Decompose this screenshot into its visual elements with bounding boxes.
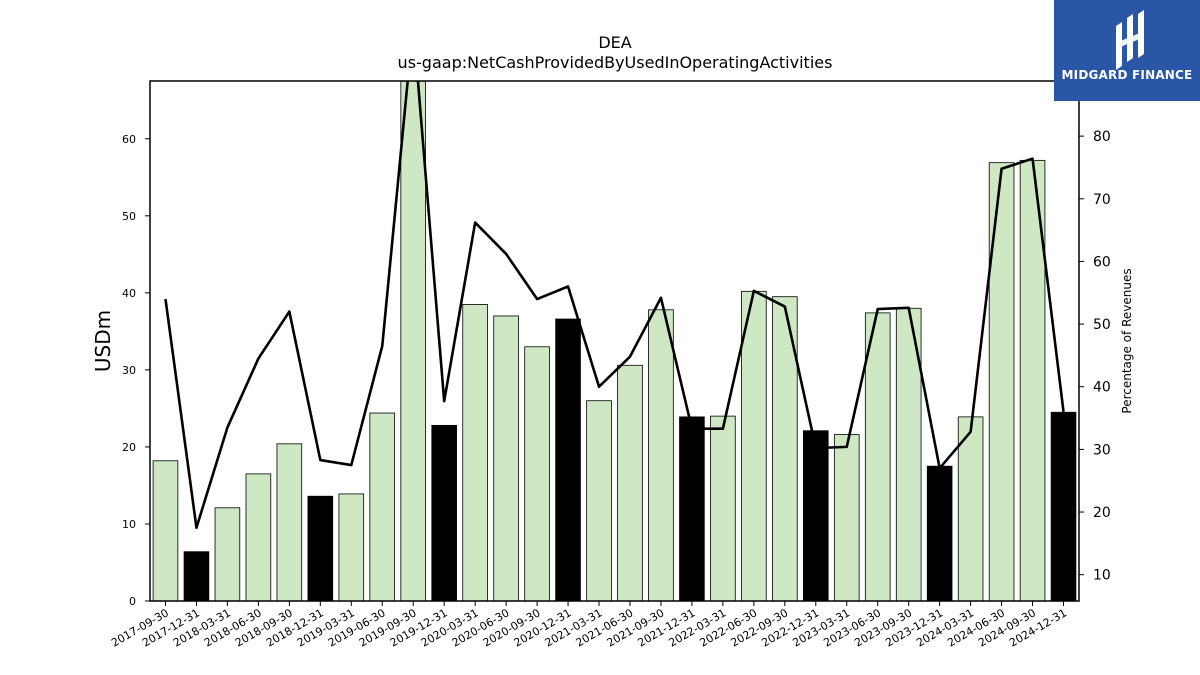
plot-frame [149, 80, 1080, 602]
chart-title: DEA [598, 33, 631, 52]
bar-2022-06-30 [741, 290, 767, 601]
y2-tick-label: 70 [1093, 192, 1111, 208]
y-axis-label: USDm [91, 310, 115, 372]
bar-2022-03-31 [710, 415, 736, 601]
bar-2020-09-30 [524, 346, 550, 601]
y2-tick-label: 50 [1093, 317, 1111, 333]
y-tick-label: 20 [122, 441, 136, 454]
line-group [164, 81, 1065, 530]
y2-axis-label: Percentage of Revenues [1120, 268, 1134, 413]
chart-subtitle: us-gaap:NetCashProvidedByUsedInOperating… [398, 53, 833, 72]
bar-2019-12-31 [431, 424, 457, 601]
bar-2023-03-31 [833, 434, 860, 601]
bar-2019-09-30 [400, 81, 426, 601]
logo-mark-icon [1116, 10, 1144, 70]
bar-2020-03-31 [462, 304, 488, 601]
bar-2020-06-30 [493, 315, 519, 601]
y-tick-label: 50 [122, 210, 136, 223]
bar-2021-03-31 [586, 400, 612, 601]
y2-axis: 10 20 30 40 50 60 70 80 [1079, 129, 1111, 584]
y-tick-label: 60 [122, 133, 136, 146]
y-tick-label: 30 [122, 364, 136, 377]
y-axis: 0 10 20 30 40 50 60 [122, 133, 150, 608]
bar-2019-06-30 [369, 412, 396, 601]
bar-2022-12-31 [803, 430, 829, 601]
bar-2019-03-31 [338, 493, 365, 601]
bar-2024-12-31 [1050, 411, 1077, 601]
bar-2018-06-30 [245, 473, 272, 601]
y-tick-label: 10 [122, 518, 136, 531]
y2-tick-label: 10 [1093, 568, 1111, 584]
y-tick-label: 40 [122, 287, 136, 300]
bar-2020-12-31 [555, 318, 581, 601]
bar-2017-09-30 [152, 460, 179, 601]
bar-2018-03-31 [214, 507, 241, 601]
x-axis: 2017-09-302017-12-312018-03-312018-06-30… [109, 601, 1069, 650]
bar-2023-06-30 [864, 312, 891, 601]
bar-group [152, 81, 1077, 601]
bar-2017-12-31 [183, 551, 210, 601]
bar-2018-09-30 [276, 443, 303, 601]
y-tick-label: 0 [129, 595, 136, 608]
percentage-line [164, 81, 1065, 530]
bar-2023-12-31 [926, 465, 953, 601]
bar-2021-06-30 [617, 364, 643, 601]
midgard-finance-logo: MIDGARD FINANCE [1054, 0, 1200, 101]
y2-tick-label: 20 [1093, 505, 1111, 521]
bar-2024-03-31 [957, 416, 984, 601]
bar-2021-12-31 [679, 416, 705, 601]
bar-2021-09-30 [648, 309, 674, 601]
logo-text: MIDGARD FINANCE [1061, 68, 1193, 82]
y2-tick-label: 30 [1093, 442, 1111, 458]
y2-tick-label: 80 [1093, 129, 1111, 145]
y2-tick-label: 60 [1093, 254, 1111, 270]
bar-2018-12-31 [307, 495, 334, 601]
bar-2024-06-30 [988, 162, 1015, 601]
y2-tick-label: 40 [1093, 380, 1111, 396]
